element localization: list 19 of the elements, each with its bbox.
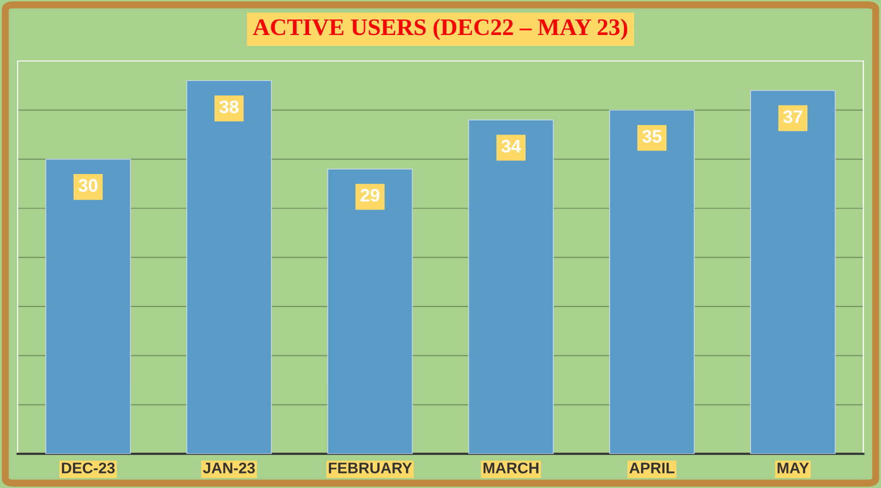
- data-label: 34: [501, 140, 521, 153]
- bar: [750, 90, 836, 454]
- bar: [327, 168, 413, 454]
- x-tick-label: DEC-23: [62, 462, 115, 474]
- bar: [468, 120, 554, 454]
- bar: [186, 80, 272, 454]
- bar: [45, 158, 131, 454]
- x-tick-label: MAY: [778, 462, 809, 474]
- x-tick-label: FEBRUARY: [328, 462, 412, 474]
- x-tick-label: MARCH: [484, 462, 538, 474]
- data-label: 38: [219, 100, 239, 114]
- x-tick-label: APRIL: [629, 462, 674, 474]
- data-label: 30: [78, 179, 98, 192]
- bar: [609, 110, 695, 454]
- data-label: 35: [642, 130, 662, 143]
- chart-title: ACTIVE USERS (DEC22 – MAY 23): [253, 18, 628, 40]
- data-label: 37: [783, 110, 802, 124]
- x-tick-label: JAN-23: [202, 462, 255, 474]
- data-label: 29: [360, 188, 380, 202]
